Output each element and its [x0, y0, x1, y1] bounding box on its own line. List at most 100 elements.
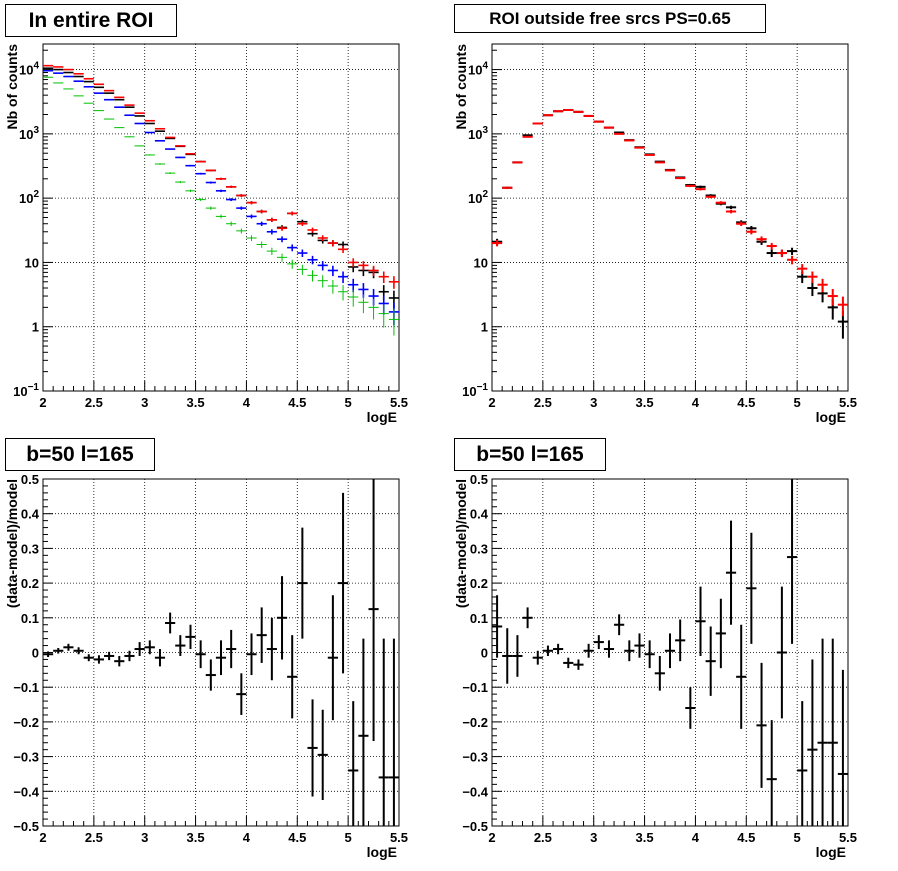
data-point — [736, 624, 747, 729]
data-point — [348, 701, 359, 826]
data-point — [114, 655, 125, 667]
data-point — [502, 186, 513, 189]
y-tick-label: 104 — [468, 61, 488, 78]
data-point — [705, 195, 716, 199]
data-point — [104, 118, 115, 120]
data-point — [368, 298, 379, 320]
data-point — [175, 635, 186, 656]
x-tick-label: 3 — [590, 395, 597, 410]
data-point — [256, 209, 267, 214]
data-point — [388, 309, 399, 336]
data-point — [593, 120, 604, 123]
data-point — [287, 259, 298, 269]
data-point — [817, 278, 828, 293]
data-point — [266, 217, 277, 222]
data-point — [654, 161, 665, 164]
x-tick-label: 4.5 — [288, 395, 306, 410]
y-tick-label: 1 — [32, 320, 39, 335]
data-point — [205, 659, 216, 691]
data-point — [195, 640, 206, 669]
data-point — [104, 651, 115, 661]
data-point — [276, 225, 288, 231]
data-point — [195, 198, 206, 202]
y-tick-label: 10−1 — [13, 382, 39, 399]
y-tick-label: 10−1 — [462, 382, 488, 399]
y-tick-label: 0.5 — [470, 472, 488, 487]
series-0 — [492, 479, 848, 826]
data-point — [134, 115, 145, 117]
y-tick-label: −0.2 — [462, 715, 488, 730]
data-point — [236, 194, 247, 197]
chart-panel-1: 2 2.5 3 3.5 4 4.5 5 5.5 10−1 1 10 102 103 104 logE Nb o… — [453, 43, 857, 425]
x-axis-label: logE — [816, 844, 846, 860]
x-tick-label: 3 — [590, 830, 597, 845]
data-point — [492, 595, 503, 658]
data-point — [522, 135, 533, 138]
data-point — [226, 185, 237, 188]
data-point — [175, 145, 186, 147]
data-point — [134, 112, 145, 114]
x-tick-label: 4.5 — [737, 395, 755, 410]
data-point — [114, 106, 125, 108]
data-point — [756, 662, 767, 788]
x-tick-label: 3.5 — [187, 830, 205, 845]
x-tick-label: 5 — [794, 830, 801, 845]
data-point — [685, 687, 696, 729]
data-point — [583, 643, 594, 658]
x-tick-label: 4 — [692, 395, 700, 410]
data-point — [124, 114, 135, 117]
data-point — [675, 177, 686, 180]
x-tick-label: 2.5 — [534, 395, 552, 410]
data-point — [695, 586, 706, 656]
data-point — [124, 106, 135, 108]
data-point — [144, 640, 155, 655]
data-point — [532, 650, 543, 665]
x-tick-label: 4 — [243, 830, 251, 845]
data-point — [215, 177, 227, 180]
data-point — [246, 201, 257, 205]
series-0 — [492, 109, 848, 339]
y-tick-label: 0.2 — [21, 576, 39, 591]
x-tick-label: 2 — [39, 830, 46, 845]
x-axis-label: logE — [367, 409, 397, 425]
data-point — [317, 235, 328, 241]
data-point — [644, 153, 655, 156]
data-point — [664, 633, 676, 669]
data-point — [317, 709, 328, 800]
data-point — [165, 136, 176, 139]
data-point — [266, 617, 277, 681]
y-tick-label: 0.2 — [470, 576, 488, 591]
data-point — [226, 221, 237, 227]
x-tick-label: 2 — [39, 395, 46, 410]
data-point — [358, 294, 369, 314]
data-point — [614, 132, 625, 135]
data-point — [705, 626, 716, 696]
data-point — [266, 229, 277, 235]
data-point — [134, 122, 145, 125]
series-0 — [43, 479, 399, 826]
chart-panel-2: 2 2.5 3 3.5 4 4.5 5 5.5 −0.5 −0.4 −0.3 −0.2 −0.1 0 0.1… — [4, 472, 408, 860]
x-tick-label: 2.5 — [85, 395, 103, 410]
data-point — [327, 595, 338, 721]
panel-title-bottom-left: b=50 l=165 — [5, 438, 155, 471]
data-point — [307, 227, 318, 233]
data-point — [664, 169, 676, 172]
data-point — [246, 235, 257, 241]
data-point — [195, 172, 206, 175]
x-tick-label: 3 — [141, 830, 148, 845]
data-point — [154, 130, 166, 133]
data-point — [144, 154, 155, 156]
chart-panel-3: 2 2.5 3 3.5 4 4.5 5 5.5 −0.5 −0.4 −0.3 −0.2 −0.1 0 0.1… — [453, 472, 857, 860]
data-point — [154, 649, 166, 667]
y-tick-label: 104 — [19, 61, 39, 78]
data-point — [256, 221, 267, 227]
data-point — [307, 699, 318, 797]
data-point — [83, 102, 94, 104]
series-1 — [492, 109, 848, 317]
data-point — [165, 612, 176, 634]
data-point — [348, 289, 359, 307]
data-point — [603, 126, 615, 129]
x-tick-label: 5.5 — [390, 395, 408, 410]
data-point — [297, 264, 308, 275]
